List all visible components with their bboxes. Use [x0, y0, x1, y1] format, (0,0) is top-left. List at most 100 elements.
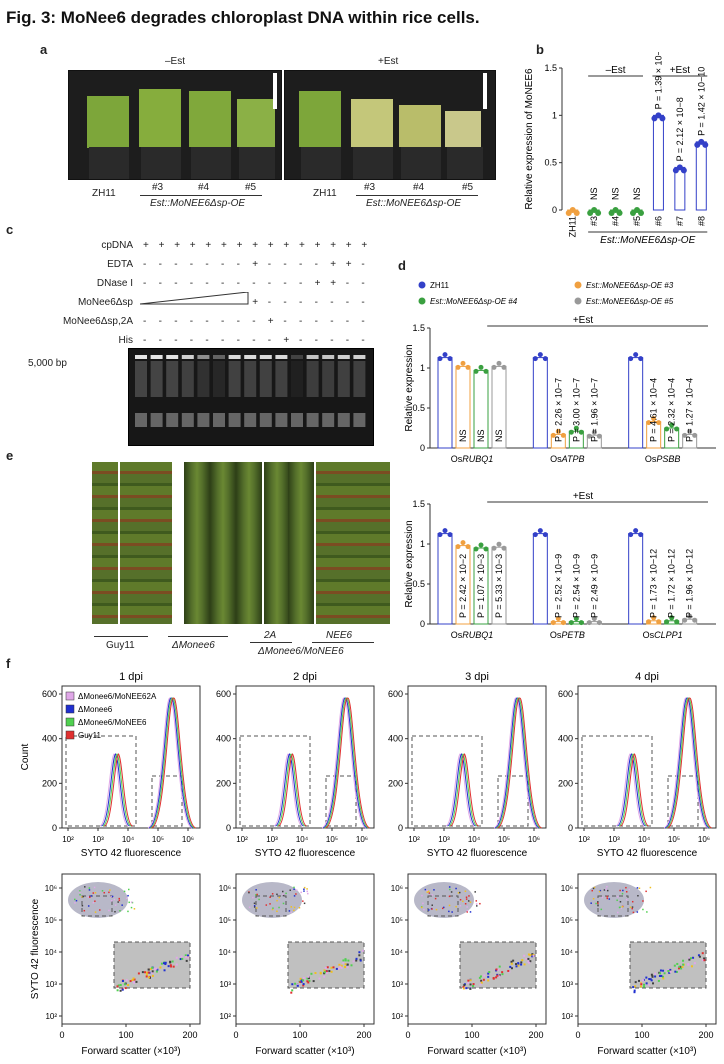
leaf-2a-2 — [288, 462, 314, 624]
f-scatter-point — [113, 898, 116, 901]
f-hist-xtick-label: 10⁵ — [668, 835, 680, 844]
d-point — [628, 356, 634, 362]
d-point — [560, 432, 566, 438]
f-scatter-point — [346, 966, 349, 969]
d-ytick-label: 1 — [420, 363, 425, 373]
f-scatter-point — [448, 895, 451, 898]
f-hist-ytick-label: 200 — [388, 778, 403, 788]
f-scatter-point — [117, 984, 120, 987]
d-xtick-label: OsCLPP1 — [643, 630, 683, 640]
f-scatter-ytick-label: 10⁵ — [391, 916, 403, 925]
d-bar — [682, 433, 698, 449]
d-bar — [568, 430, 584, 449]
b-group-label: +Est — [670, 65, 691, 76]
d-point — [591, 616, 597, 622]
gel-mark: - — [299, 278, 303, 289]
b-annotation: NS — [632, 187, 642, 200]
gel-mark: - — [361, 297, 365, 308]
f-scatter-ytick-label: 10⁵ — [561, 916, 573, 925]
f-scatter-point — [141, 971, 144, 974]
d-ytick-label: 0.5 — [412, 579, 425, 589]
f-scatter-point — [163, 962, 166, 965]
gel-mark: - — [236, 316, 240, 327]
f-scatter-point — [155, 967, 158, 970]
d-point — [628, 532, 634, 538]
d-bar — [646, 421, 662, 449]
b-ytick-label: 1.5 — [544, 63, 557, 73]
gel-mark: - — [252, 316, 256, 327]
d-point — [573, 425, 579, 431]
f-scatter-ytick-label: 10⁶ — [561, 884, 573, 893]
f-scatter-point — [640, 983, 643, 986]
gel-row-label: DNase I — [96, 278, 133, 289]
gel-band — [181, 355, 194, 359]
f-scatter-point — [629, 906, 632, 909]
f-scatter-point — [649, 978, 652, 981]
f-scatter-point — [495, 976, 498, 979]
gel-band — [244, 355, 257, 359]
f-scatter-point — [88, 889, 91, 891]
f-hist-inset-curve — [617, 753, 646, 827]
f-hist-xtick-label: 10⁶ — [356, 835, 368, 844]
f-scatter-point — [281, 890, 284, 893]
f-scatter-point — [465, 987, 468, 990]
d-bar — [491, 546, 507, 625]
gel-band — [150, 355, 163, 359]
f-scatter-point — [293, 906, 296, 909]
b-xtick-label: #3 — [589, 216, 599, 226]
f-scatter-point — [92, 892, 95, 894]
f-scatter-point — [81, 904, 84, 907]
f-scatter-point — [658, 974, 661, 977]
f-scatter-point — [303, 902, 306, 905]
f-scatter-point — [650, 973, 653, 976]
f-scatter-point — [172, 965, 175, 968]
e-group-label: ΔMonee6/MoNEE6 — [258, 646, 344, 657]
f-scatter-ytick-label: 10⁶ — [391, 884, 403, 893]
gel-gradient-shape — [140, 292, 249, 305]
f-scatter-point — [515, 965, 518, 968]
a-right-line-1: ZH11 — [313, 188, 337, 199]
d-point — [682, 432, 688, 438]
f-hist-xlabel: SYTO 42 fluorescence — [597, 848, 698, 859]
f-scatter-point — [326, 966, 329, 969]
f-scatter-point — [350, 964, 353, 967]
gel-primer-band — [337, 413, 350, 427]
f-hist-gate — [497, 775, 529, 827]
gel-mark: - — [174, 335, 178, 346]
f-scatter-point — [642, 900, 644, 902]
d-point — [478, 542, 484, 548]
f-scatter-point — [431, 894, 433, 896]
f-scatter-point — [175, 963, 178, 966]
f-scatter-point — [153, 968, 156, 971]
f-scatter-point — [423, 908, 425, 911]
f-scatter-point — [156, 968, 159, 971]
f-scatter-point — [472, 984, 475, 987]
f-scatter-point — [87, 905, 90, 907]
f-scatter-point — [517, 962, 520, 965]
f-scatter-point — [631, 907, 634, 910]
f-scatter-point — [467, 979, 470, 982]
d-bar — [628, 357, 644, 449]
f-hist-curve — [151, 697, 196, 829]
rice-plants-minus-est — [87, 89, 275, 179]
f-scatter-point — [124, 987, 127, 990]
f-scatter-frame — [407, 873, 547, 1025]
f-scatter-point — [114, 904, 117, 906]
f-scatter-point — [622, 889, 624, 892]
f-scatter-point — [129, 980, 132, 983]
gel-mark: - — [314, 316, 318, 327]
d-point — [586, 620, 592, 626]
f-scatter-point — [637, 894, 639, 897]
d-point — [465, 364, 471, 370]
f-scatter-ytick-label: 10³ — [391, 980, 403, 989]
gel-mark: - — [283, 316, 287, 327]
f-scatter-ytick-label: 10² — [391, 1012, 403, 1021]
f-scatter-point — [167, 965, 170, 968]
f-scatter-point — [330, 966, 333, 969]
gel-band — [306, 355, 319, 359]
d-point — [550, 432, 556, 438]
f-scatter-point — [428, 909, 430, 911]
f-hist-curve — [147, 697, 193, 829]
f-scatter-point — [431, 908, 433, 910]
d-ytick-label: 0.5 — [412, 403, 425, 413]
